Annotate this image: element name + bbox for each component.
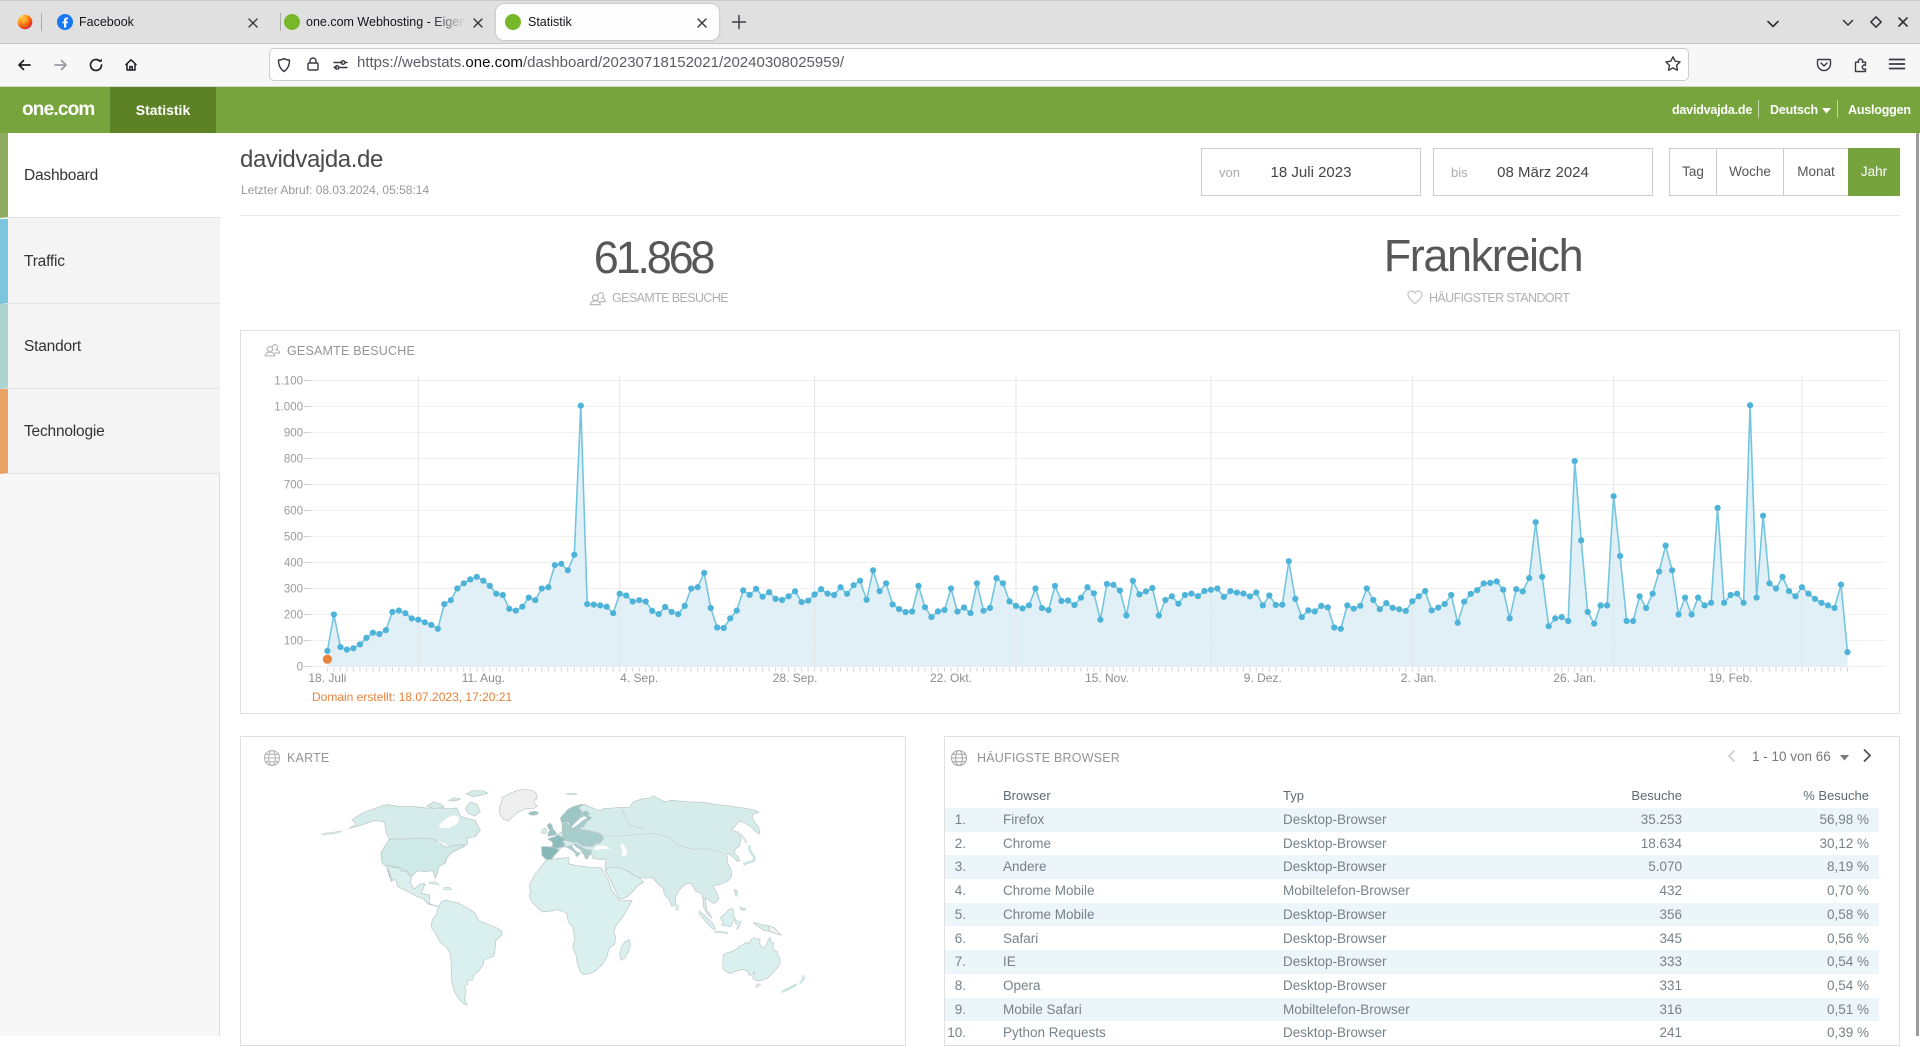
svg-text:100: 100 — [284, 636, 303, 648]
svg-text:900: 900 — [284, 428, 303, 440]
svg-text:26. Jan.: 26. Jan. — [1553, 671, 1596, 685]
svg-text:22. Okt.: 22. Okt. — [930, 671, 972, 685]
svg-text:11. Aug.: 11. Aug. — [462, 671, 505, 685]
svg-text:1.000: 1.000 — [274, 402, 303, 414]
svg-text:200: 200 — [284, 610, 303, 622]
svg-text:15. Nov.: 15. Nov. — [1085, 671, 1129, 685]
svg-text:18. Juli: 18. Juli — [308, 671, 346, 685]
svg-text:500: 500 — [284, 532, 303, 544]
svg-text:1.100: 1.100 — [274, 376, 303, 388]
svg-text:9. Dez.: 9. Dez. — [1244, 671, 1282, 685]
svg-text:600: 600 — [284, 506, 303, 518]
svg-text:700: 700 — [284, 480, 303, 492]
svg-text:28. Sep.: 28. Sep. — [773, 671, 818, 685]
svg-text:300: 300 — [284, 584, 303, 596]
svg-text:400: 400 — [284, 558, 303, 570]
svg-text:4. Sep.: 4. Sep. — [620, 671, 658, 685]
svg-text:800: 800 — [284, 454, 303, 466]
svg-text:19. Feb.: 19. Feb. — [1709, 671, 1753, 685]
svg-text:0: 0 — [297, 662, 303, 674]
svg-text:2. Jan.: 2. Jan. — [1401, 671, 1437, 685]
